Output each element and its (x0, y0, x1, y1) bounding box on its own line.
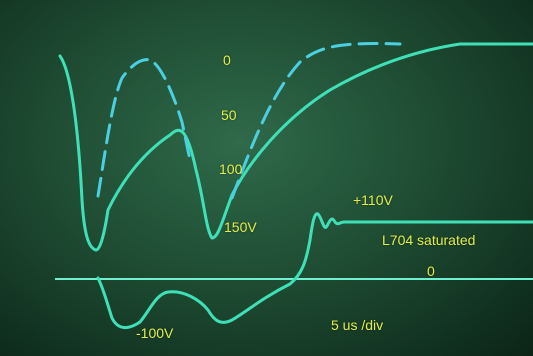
label-zero-baseline: 0 (427, 263, 435, 279)
trace-dashed (96, 42, 402, 200)
label-150v: 150V (224, 219, 257, 235)
label-l704-saturated: L704 saturated (382, 232, 476, 248)
label-minus-100v: -100V (136, 325, 174, 341)
trace-bottom (96, 238, 312, 329)
label-timebase: 5 us /div (331, 317, 384, 333)
label-plus-110v: +110V (353, 192, 393, 208)
label-fifty: 50 (221, 107, 237, 123)
trace-ringing-110v (308, 212, 533, 242)
label-zero-top: 0 (223, 52, 231, 68)
trace-rising-sweep (58, 42, 533, 252)
label-one-hundred: 100 (219, 161, 243, 177)
